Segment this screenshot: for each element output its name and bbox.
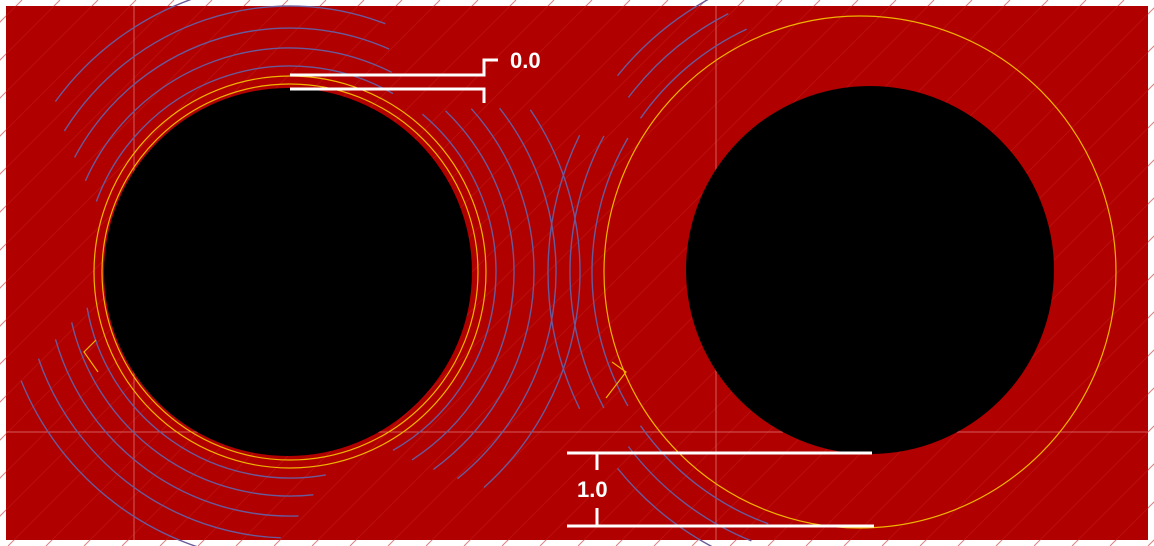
hatch-line: [0, 0, 137, 137]
hatch-line: [0, 0, 213, 213]
dimension-top: [290, 58, 498, 103]
contour-arc: [71, 322, 314, 497]
contour-arc: [616, 0, 709, 77]
dimension-top-lower-line: [290, 87, 486, 103]
outline-notch-left: [83, 339, 99, 373]
drill-hole-right: [686, 86, 1054, 454]
contour-arc: [591, 137, 629, 407]
hatch-line: [0, 0, 327, 327]
hatch-line: [0, 0, 99, 99]
hatch-line: [957, 349, 1154, 546]
contour-rings-left: [20, 0, 581, 546]
hatch-line: [843, 235, 1154, 546]
hatch-line: [311, 0, 859, 546]
contour-arc: [432, 108, 535, 470]
contour-arc: [84, 47, 393, 182]
contour-arc: [547, 134, 581, 410]
contour-arc: [73, 27, 390, 158]
dimension-top-label: 0.0: [510, 48, 541, 73]
hatch-line: [995, 387, 1154, 546]
contour-arc: [627, 446, 752, 542]
hatch-line: [349, 0, 897, 546]
hatch-line: [1033, 425, 1154, 546]
contour-arc: [639, 28, 747, 119]
dimension-bottom-label: 1.0: [577, 477, 608, 502]
contour-arc: [54, 339, 299, 517]
contour-arc: [411, 110, 515, 461]
hatch-line: [273, 0, 821, 546]
contour-arc: [569, 135, 605, 409]
contour-arc: [627, 12, 729, 98]
contour-arc: [456, 107, 557, 480]
clearance-ring-right: [603, 15, 1117, 529]
contour-arc: [20, 380, 198, 546]
contour-arcs-right: [547, 0, 769, 546]
drill-hole-left: [104, 88, 472, 456]
hatch-line: [235, 0, 783, 546]
hatch-line: [881, 273, 1154, 546]
hatch-line: [805, 197, 1154, 546]
clearance-ring-left-inner: [101, 83, 479, 461]
hatch-line: [0, 0, 289, 289]
contour-arc: [392, 113, 497, 452]
dimension-top-upper-line: [290, 58, 498, 77]
contour-arc: [616, 467, 713, 546]
contour-arc: [54, 0, 192, 102]
contour-arc: [86, 307, 326, 479]
contour-arc: [63, 5, 386, 132]
contour-arc: [37, 358, 281, 539]
contour-arc: [639, 425, 769, 525]
contour-arc: [483, 109, 581, 489]
hatch-line: [0, 0, 175, 175]
outline-notch-right: [605, 361, 627, 399]
dimension-bottom: [567, 451, 874, 528]
hatch-line: [919, 311, 1154, 546]
